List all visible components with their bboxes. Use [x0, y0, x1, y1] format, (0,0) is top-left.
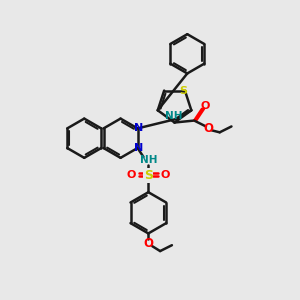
Text: NH: NH [165, 111, 182, 121]
Text: O: O [203, 122, 213, 135]
Text: S: S [179, 85, 187, 96]
Text: N: N [134, 123, 143, 134]
Text: NH: NH [140, 155, 157, 165]
Text: O: O [127, 169, 136, 179]
Text: N: N [134, 143, 143, 153]
Text: O: O [160, 169, 170, 179]
Text: O: O [200, 101, 210, 111]
Text: S: S [144, 169, 153, 182]
Text: O: O [143, 237, 153, 250]
